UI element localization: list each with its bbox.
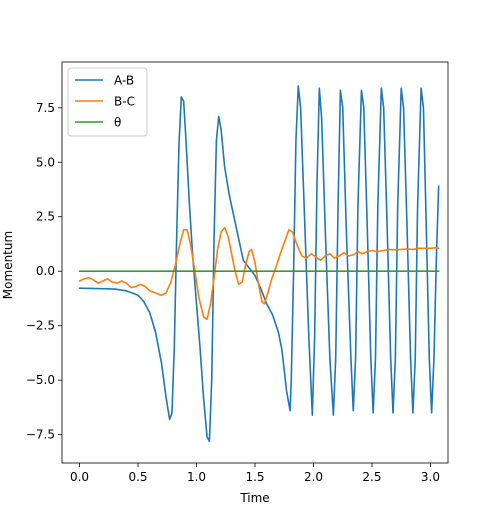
- x-axis: 0.0 0.5 1.0 1.5 2.0 2.5 3.0: [70, 463, 440, 484]
- y-tick-label: 2.5: [36, 210, 55, 224]
- y-axis-label: Momentum: [1, 231, 15, 299]
- legend-label-1: B-C: [114, 95, 135, 109]
- y-tick-label: 7.5: [36, 101, 55, 115]
- x-tick-label: 1.5: [245, 470, 264, 484]
- legend-label-0: A-B: [114, 74, 134, 88]
- x-tick-label: 2.5: [362, 470, 381, 484]
- x-tick-label: 3.0: [421, 470, 440, 484]
- legend-label-2: θ: [114, 116, 121, 130]
- x-tick-label: 0.5: [128, 470, 147, 484]
- y-tick-label: −7.5: [26, 428, 55, 442]
- x-tick-label: 0.0: [70, 470, 89, 484]
- series-line-1: [78, 226, 440, 320]
- x-tick-label: 1.0: [187, 470, 206, 484]
- y-tick-label: −2.5: [26, 319, 55, 333]
- legend-box: [67, 67, 148, 137]
- y-tick-label: 5.0: [36, 155, 55, 169]
- y-axis: −7.5 −5.0 −2.5 0.0 2.5 5.0 7.5: [26, 101, 62, 442]
- series-line-0: [78, 85, 440, 443]
- x-tick-label: 2.0: [304, 470, 323, 484]
- series-layer: [78, 85, 440, 443]
- y-tick-label: 0.0: [36, 264, 55, 278]
- y-tick-label: −5.0: [26, 373, 55, 387]
- x-axis-label: Time: [239, 491, 269, 505]
- legend: A-B B-C θ: [67, 67, 148, 137]
